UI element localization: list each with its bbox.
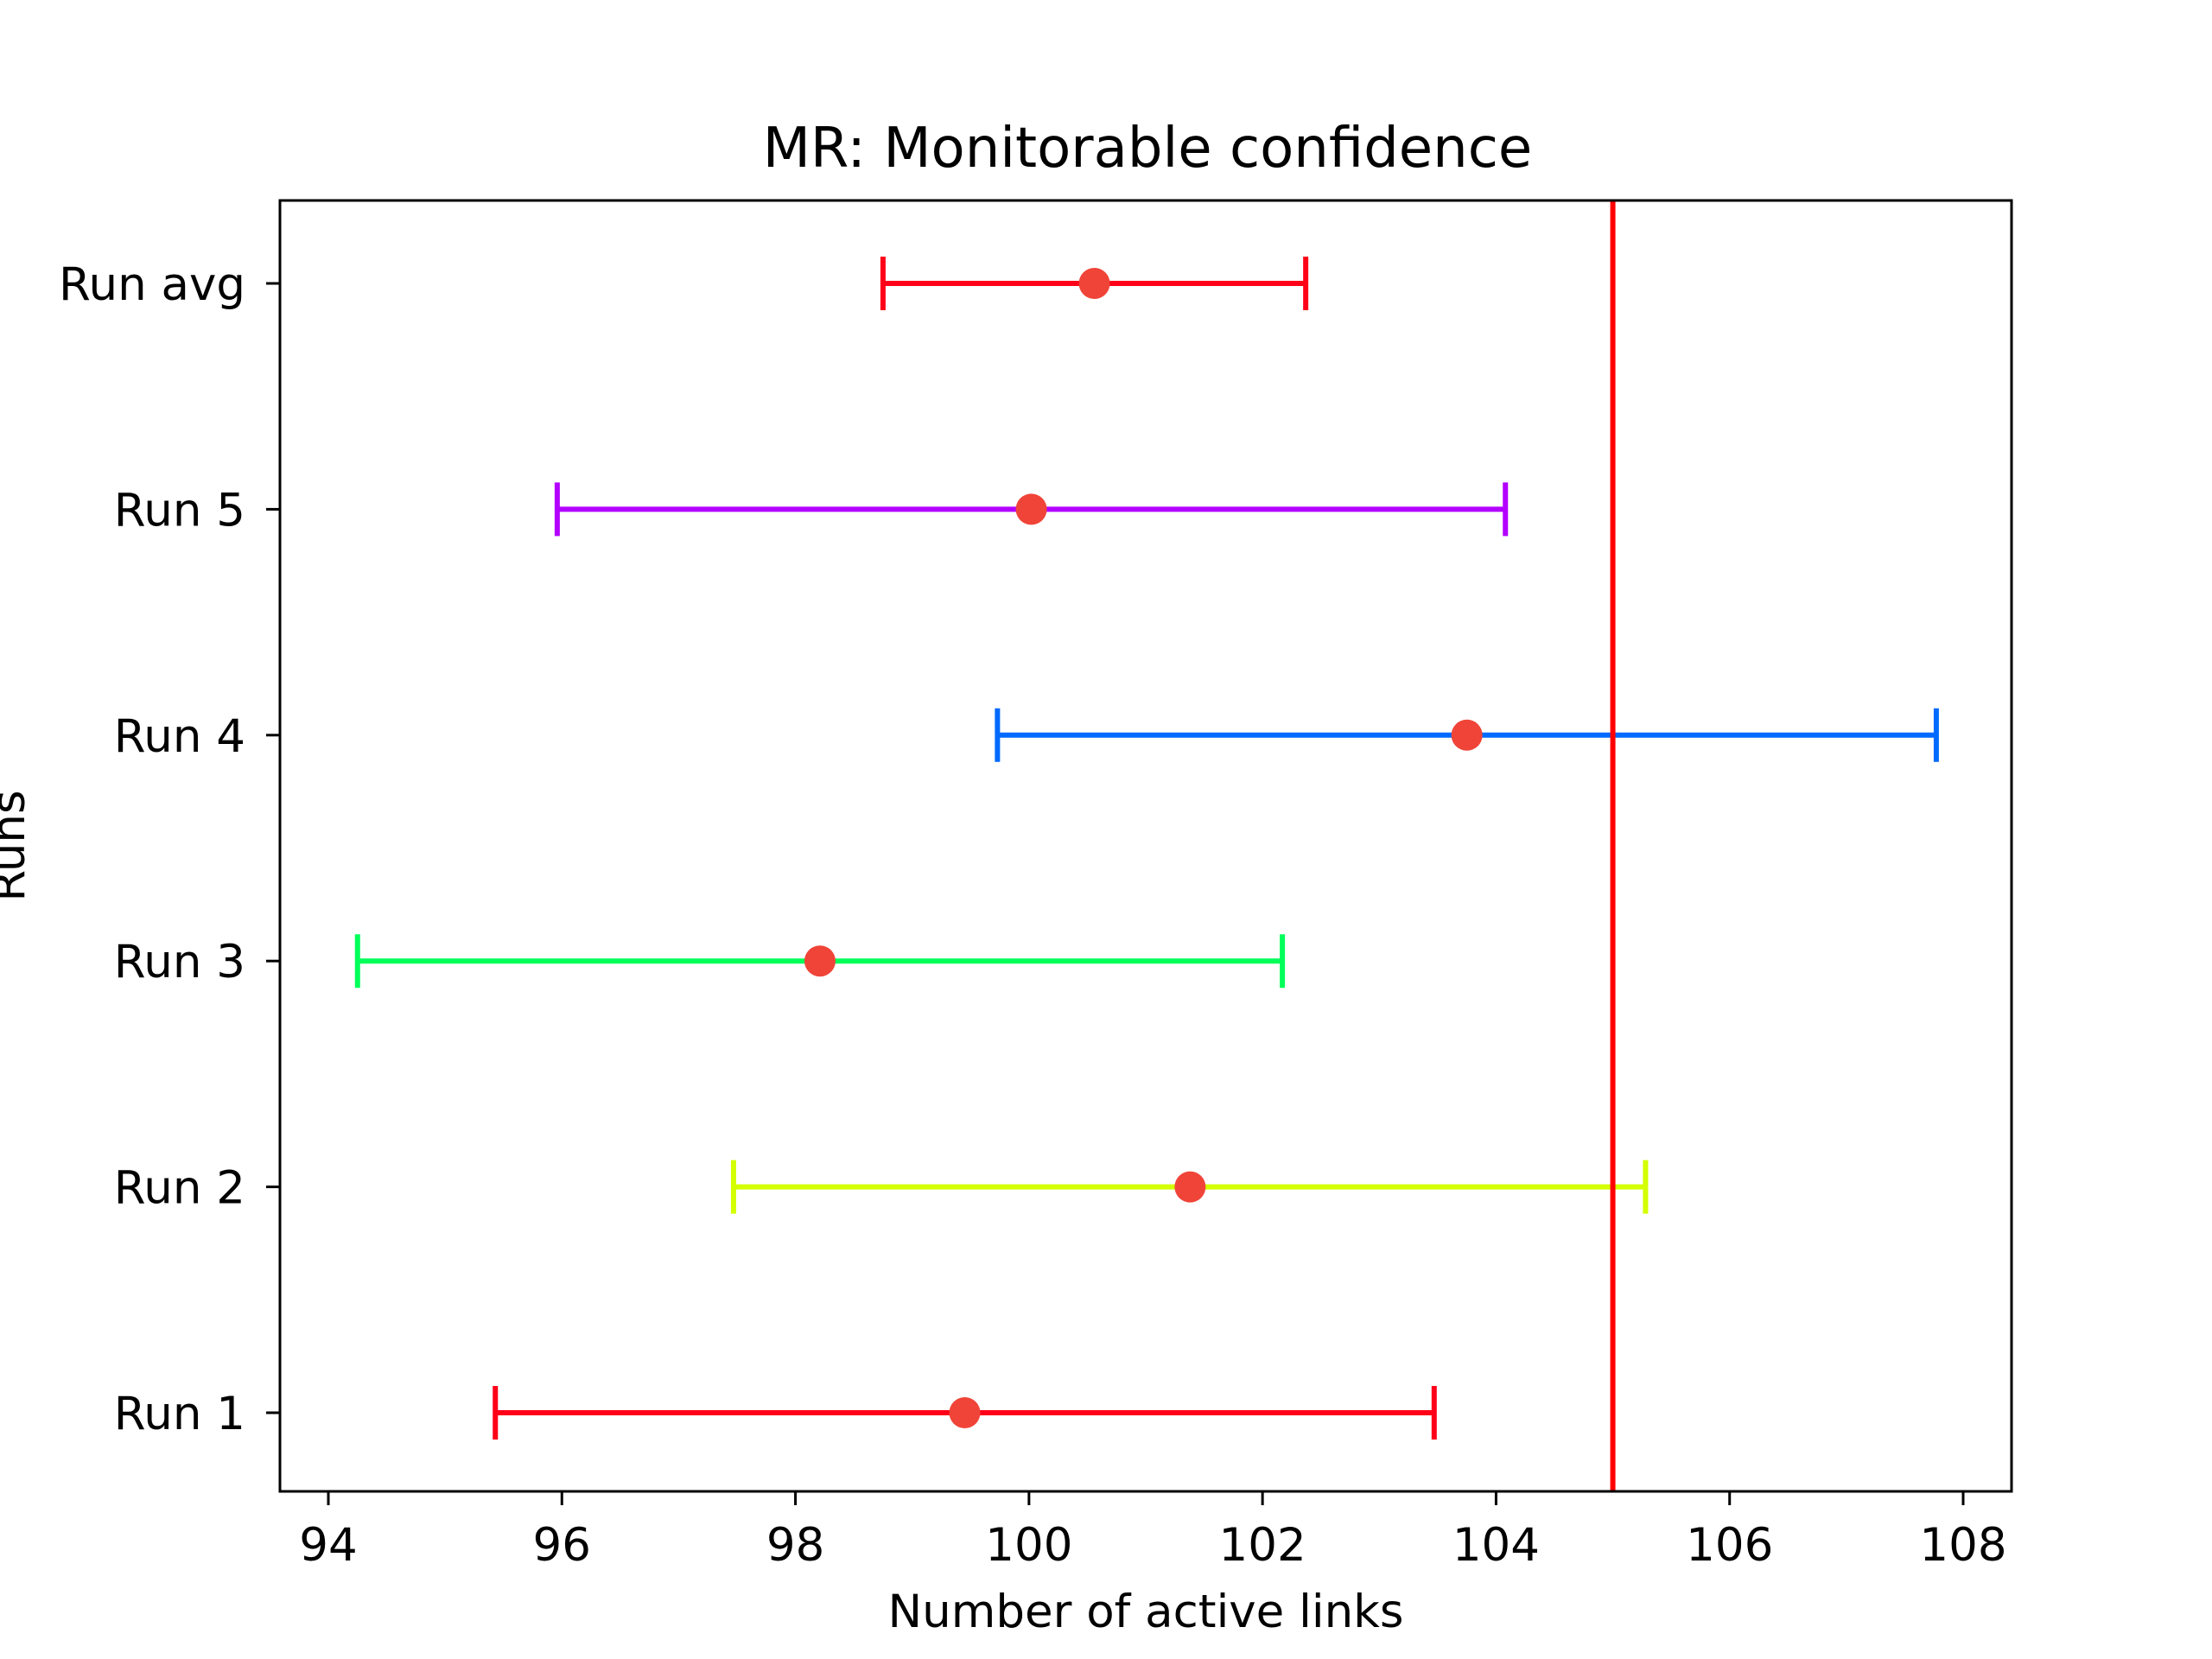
y-tick-label: Run 5 bbox=[114, 484, 245, 537]
mean-point bbox=[1078, 268, 1110, 299]
x-axis: 94 96 98 100 102 104 106 108 bbox=[299, 1491, 2007, 1572]
y-tick-label: Run 2 bbox=[114, 1162, 245, 1215]
x-tick-label: 102 bbox=[1219, 1519, 1306, 1572]
y-tick-label: Run 3 bbox=[114, 936, 245, 988]
y-axis: Run 1 Run 2 Run 3 Run 4 Run 5 Run avg bbox=[59, 258, 280, 1440]
mean-point bbox=[1174, 1171, 1206, 1203]
y-tick-label: Run 4 bbox=[114, 710, 245, 763]
plot-frame bbox=[278, 199, 2013, 1493]
mean-point bbox=[1015, 493, 1047, 525]
x-tick-label: 104 bbox=[1452, 1519, 1540, 1572]
y-tick-label: Run 1 bbox=[114, 1388, 245, 1440]
plot-marks bbox=[354, 200, 1939, 1491]
x-tick-label: 106 bbox=[1686, 1519, 1773, 1572]
x-axis-label: Number of active links bbox=[888, 1586, 1404, 1638]
x-tick-label: 94 bbox=[299, 1519, 357, 1572]
mean-point bbox=[1451, 719, 1483, 751]
y-tick-label: Run avg bbox=[59, 258, 245, 311]
y-axis-label: Runs bbox=[0, 790, 35, 901]
mean-point bbox=[804, 945, 836, 977]
x-tick-label: 98 bbox=[766, 1519, 824, 1572]
x-tick-label: 108 bbox=[1919, 1519, 2006, 1572]
chart-title: MR: Monitorable confidence bbox=[763, 117, 1533, 181]
x-tick-label: 100 bbox=[985, 1519, 1072, 1572]
x-tick-label: 96 bbox=[533, 1519, 591, 1572]
mean-point bbox=[949, 1397, 981, 1428]
